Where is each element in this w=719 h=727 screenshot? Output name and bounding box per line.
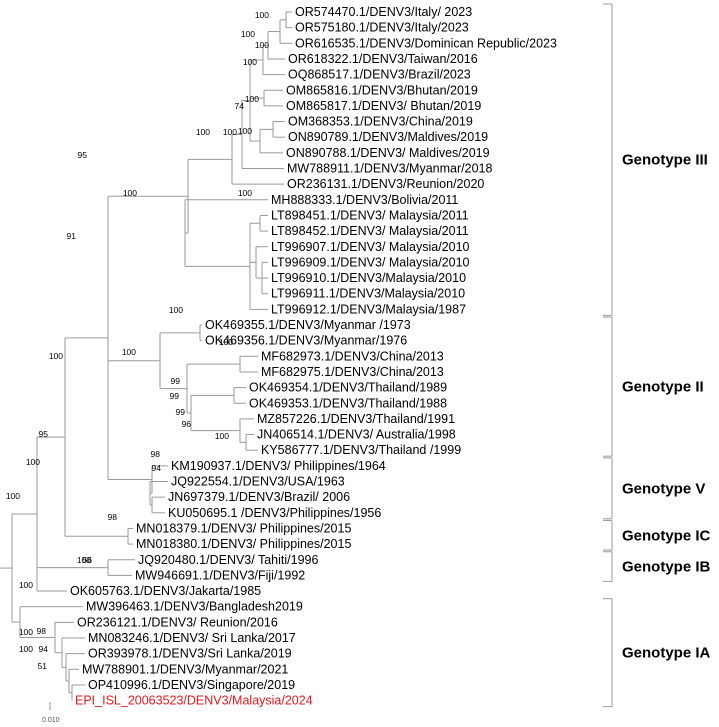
leaf-labels: OR574470.1/DENV3/Italy/ 2023 OR575180.1/D… <box>70 5 557 708</box>
leaf-label: OR574470.1/DENV3/Italy/ 2023 <box>295 5 472 19</box>
bootstrap-value: 100 <box>19 580 33 590</box>
leaf-label: MF682975.1/DENV3/China/2013 <box>261 365 444 379</box>
leaf-label: OR575180.1/DENV3/Italy/2023 <box>295 21 469 35</box>
bootstrap-value: 99 <box>171 376 181 386</box>
bootstrap-value: 100 <box>219 337 233 347</box>
leaf-label: OR393978.1/DENV3/Sri Lanka/2019 <box>88 647 292 661</box>
leaf-label: MN018380.1/DENV3/ Philippines/2015 <box>136 537 351 551</box>
leaf-label: ON890789.1/DENV3/Maldives/2019 <box>288 130 488 144</box>
bootstrap-value: 100 <box>19 627 33 637</box>
leaf-label: MW788911.1/DENV3/Myanmar/2018 <box>287 162 492 176</box>
bootstrap-value: 100 <box>223 127 237 137</box>
bootstrap-value: 94 <box>152 463 162 473</box>
bootstrap-value: 99 <box>170 391 180 401</box>
leaf-label: MN083246.1/DENV3/ Sri Lanka/2017 <box>88 631 296 645</box>
leaf-label: MW396463.1/DENV3/Bangladesh2019 <box>86 600 303 614</box>
leaf-label: OM865816.1/DENV3/Bhutan/2019 <box>286 83 478 97</box>
leaf-label: OK605763.1/DENV3/Jakarta/1985 <box>70 584 261 598</box>
bootstrap-value: 100 <box>238 188 252 198</box>
bootstrap-value: 100 <box>245 94 259 104</box>
bootstrap-labels: 1001001001001007410095100100100911001001… <box>6 10 269 671</box>
bootstrap-value: 100 <box>19 644 33 654</box>
leaf-label: OK469356.1/DENV3/Myanmar/1976 <box>205 334 407 348</box>
bootstrap-value: 95 <box>78 150 88 160</box>
bootstrap-value: 100 <box>122 347 136 357</box>
bootstrap-value: 100 <box>241 29 255 39</box>
bootstrap-value: 51 <box>38 661 48 671</box>
leaf-label: OR618322.1/DENV3/Taiwan/2016 <box>288 52 478 66</box>
leaf-label: MF682973.1/DENV3/China/2013 <box>261 349 444 363</box>
scale-bar-label: 0.010 <box>42 717 60 724</box>
leaf-label: ON890788.1/DENV3/ Maldives/2019 <box>286 146 490 160</box>
bootstrap-value: 99 <box>176 407 186 417</box>
leaf-label: OM368353.1/DENV3/China/2019 <box>288 115 473 129</box>
bootstrap-value: 100 <box>169 305 183 315</box>
leaf-label: OP410996.1/DENV3/Singapore/2019 <box>88 678 295 692</box>
leaf-label: LT996907.1/DENV3/ Malaysia/2010 <box>271 240 470 254</box>
leaf-label: JQ920480.1/DENV3/ Tahiti/1996 <box>138 553 318 567</box>
genotype-label: Genotype V <box>622 480 705 497</box>
leaf-label: LT898451.1/DENV3/ Malaysia/2011 <box>271 208 469 222</box>
bootstrap-value: 100 <box>196 127 210 137</box>
bootstrap-value: 100 <box>215 431 229 441</box>
bootstrap-value: 100 <box>77 555 91 565</box>
leaf-label: OM865817.1/DENV3/ Bhutan/2019 <box>286 99 481 113</box>
leaf-label: LT996911.1/DENV3/Malaysia/2010 <box>271 287 465 301</box>
genotype-label: Genotype IA <box>622 645 711 662</box>
bootstrap-value: 95 <box>39 429 49 439</box>
bootstrap-value: 56 <box>83 555 93 565</box>
leaf-label: LT996912.1/DENV3/Malaysia/1987 <box>271 302 466 316</box>
leaf-label: OR236121.1/DENV3/ Reunion/2016 <box>77 615 278 629</box>
leaf-label: MN018379.1/DENV3/ Philippines/2015 <box>136 521 351 535</box>
leaf-label: MH888333.1/DENV3/Bolivia/2011 <box>271 193 458 207</box>
bootstrap-value: 100 <box>255 40 269 50</box>
leaf-label: MW788901.1/DENV3/Myanmar/2021 <box>82 662 288 676</box>
bootstrap-value: 98 <box>151 449 161 459</box>
bootstrap-value: 100 <box>26 457 40 467</box>
leaf-label: MZ857226.1/DENV3/Thailand/1991 <box>257 412 455 426</box>
leaf-label: KU050695.1 /DENV3/Philippines/1956 <box>168 506 381 520</box>
genotype-label: Genotype IB <box>622 559 711 576</box>
bootstrap-value: 100 <box>243 57 257 67</box>
bootstrap-value: 91 <box>67 231 77 241</box>
leaf-label: JN406514.1/DENV3/ Australia/1998 <box>257 428 456 442</box>
genotype-brackets: Genotype III Genotype II Genotype V Genotyp… <box>603 3 711 708</box>
leaf-label: OK469353.1/DENV3/Thailand/1988 <box>249 396 447 410</box>
leaf-label: OR616535.1/DENV3/Dominican Republic/2023 <box>295 36 557 50</box>
leaf-label: JQ922554.1/DENV3/USA/1963 <box>171 475 345 489</box>
bootstrap-value: 100 <box>123 188 137 198</box>
genotype-label: Genotype II <box>622 379 704 396</box>
leaf-label: LT996910.1/DENV3/Malaysia/2010 <box>271 271 466 285</box>
leaf-label: JN697379.1/DENV3/Brazil/ 2006 <box>168 490 350 504</box>
leaf-label-highlighted: EPI_ISL_20063523/DENV3/Malaysia/2024 <box>75 694 313 708</box>
bootstrap-value: 74 <box>235 101 245 111</box>
bootstrap-value: 98 <box>37 626 47 636</box>
leaf-label: OR236131.1/DENV3/Reunion/2020 <box>287 177 484 191</box>
genotype-label: Genotype III <box>622 152 708 169</box>
bootstrap-value: 98 <box>108 512 118 522</box>
bootstrap-value: 96 <box>182 419 192 429</box>
leaf-label: LT996909.1/DENV3/ Malaysia/2010 <box>271 255 470 269</box>
bootstrap-value: 100 <box>238 126 252 136</box>
leaf-label: OK469354.1/DENV3/Thailand/1989 <box>249 381 447 395</box>
leaf-label: OQ868517.1/DENV3/Brazil/2023 <box>288 68 471 82</box>
tree-branches <box>0 11 292 701</box>
bootstrap-value: 94 <box>39 644 49 654</box>
bootstrap-value: 100 <box>49 351 63 361</box>
genotype-label: Genotype IC <box>622 527 711 544</box>
bootstrap-value: 100 <box>255 10 269 20</box>
bootstrap-value: 100 <box>6 491 20 501</box>
leaf-label: OK469355.1/DENV3/Myanmar /1973 <box>205 318 411 332</box>
leaf-label: KM190937.1/DENV3/ Philippines/1964 <box>171 459 386 473</box>
leaf-label: MW946691.1/DENV3/Fiji/1992 <box>135 568 305 582</box>
leaf-label: KY586777.1/DENV3/Thailand /1999 <box>261 443 461 457</box>
scale-bar: 0.010 <box>42 702 60 724</box>
leaf-label: LT898452.1/DENV3/ Malaysia/2011 <box>271 224 469 238</box>
